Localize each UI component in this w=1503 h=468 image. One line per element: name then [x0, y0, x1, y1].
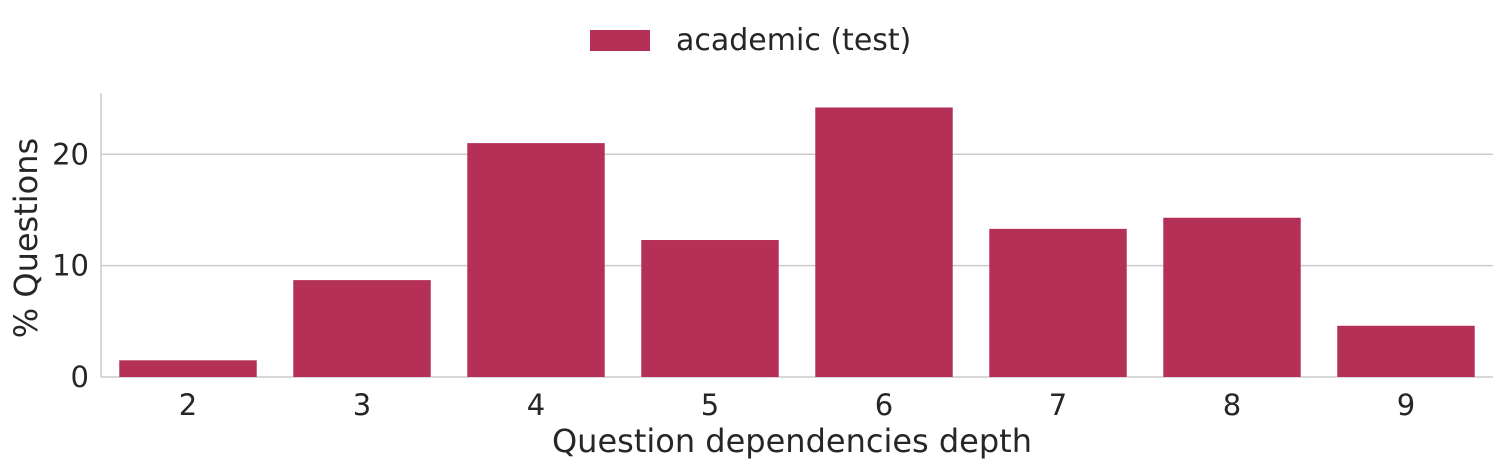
x-tick-label: 4	[527, 388, 545, 422]
legend-swatch	[590, 29, 650, 51]
x-tick-label: 5	[701, 388, 719, 422]
bar	[467, 143, 605, 377]
legend: academic (test)	[590, 22, 911, 58]
x-tick-label: 9	[1397, 388, 1415, 422]
x-tick-label: 3	[353, 388, 371, 422]
bar	[641, 240, 779, 377]
x-tick-label: 6	[875, 388, 893, 422]
y-axis-label: % Questions	[7, 138, 45, 338]
bar	[1337, 325, 1475, 377]
x-axis-label: Question dependencies depth	[552, 422, 1032, 460]
bar	[119, 360, 257, 377]
legend-label: academic (test)	[676, 22, 912, 58]
y-tick-label: 10	[52, 249, 89, 283]
y-tick-label: 20	[52, 137, 89, 171]
x-tick-label: 2	[179, 388, 197, 422]
bar	[293, 280, 431, 377]
x-tick-label: 7	[1049, 388, 1067, 422]
bar	[989, 228, 1127, 377]
bar	[1163, 217, 1301, 377]
bar	[815, 107, 953, 378]
x-tick-label: 8	[1223, 388, 1241, 422]
y-tick-label: 0	[71, 360, 89, 394]
